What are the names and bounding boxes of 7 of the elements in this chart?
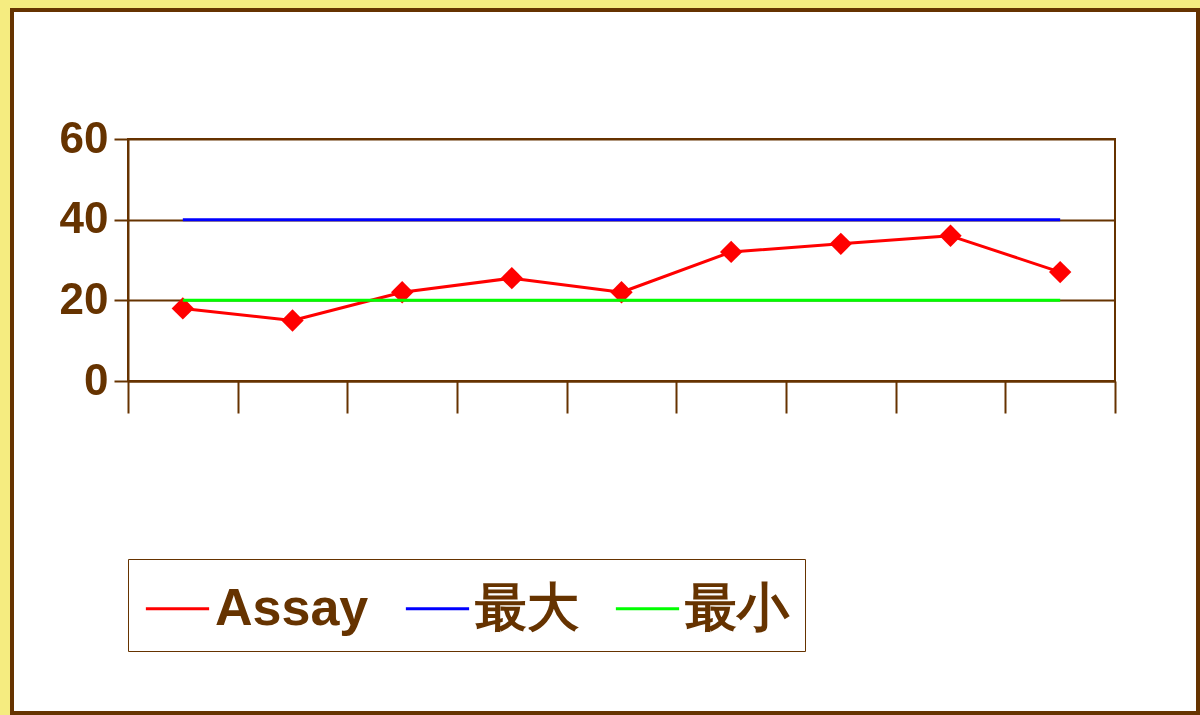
y-tick-label: 0 bbox=[84, 354, 109, 404]
legend-label: Assay bbox=[215, 577, 369, 636]
y-tick-label: 40 bbox=[59, 193, 109, 243]
y-tick-label: 20 bbox=[59, 273, 109, 323]
legend-label: 最大 bbox=[475, 577, 579, 636]
y-tick-label: 60 bbox=[59, 112, 109, 162]
legend-label: 最小 bbox=[685, 577, 790, 636]
